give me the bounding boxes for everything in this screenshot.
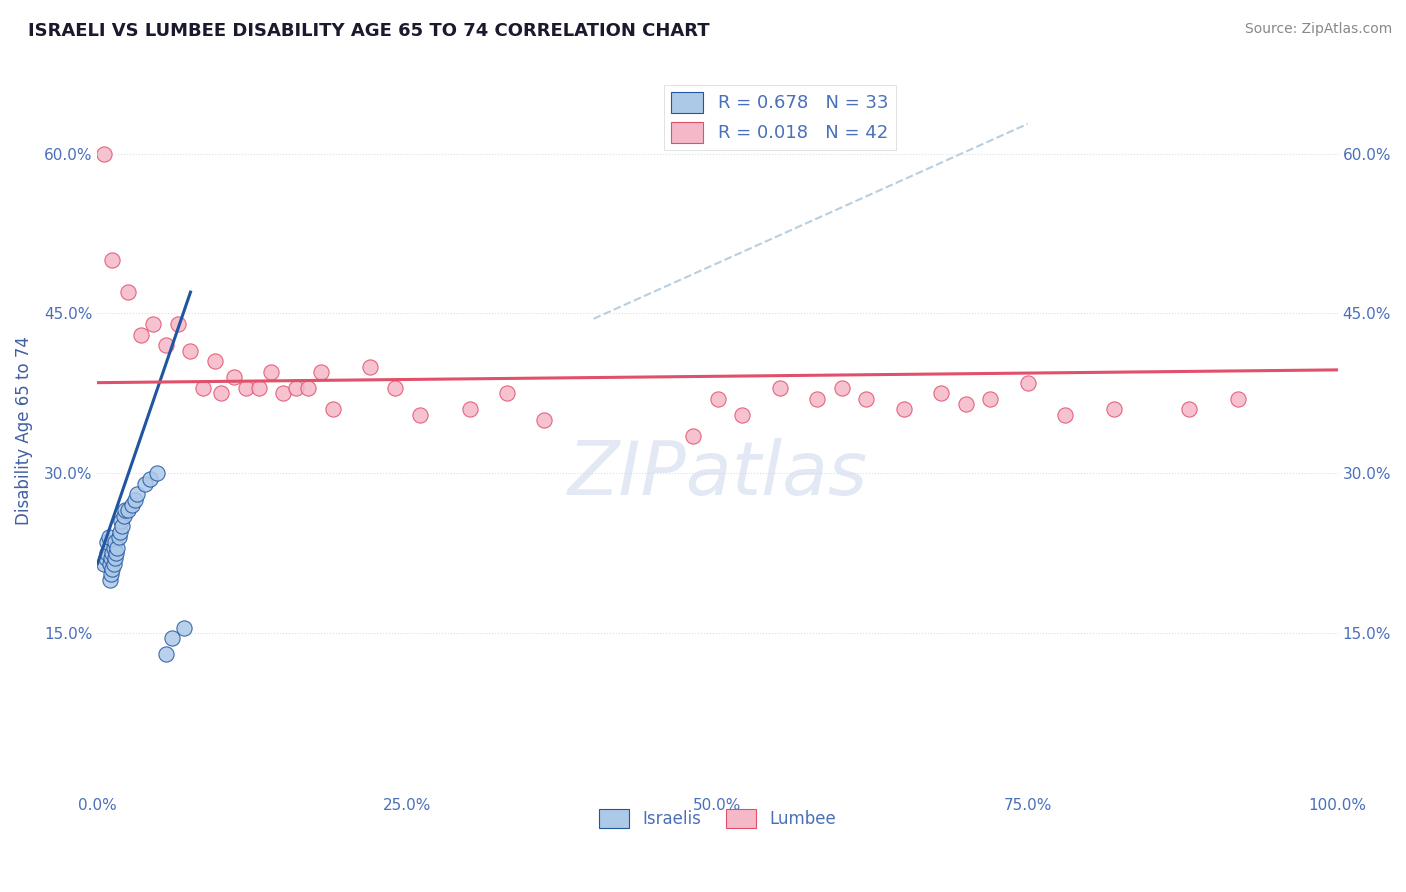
Point — [110, 514, 132, 528]
Point — [222, 370, 245, 384]
Point — [458, 402, 481, 417]
Point — [146, 466, 169, 480]
Point — [731, 408, 754, 422]
Point — [127, 487, 149, 501]
Text: ISRAELI VS LUMBEE DISABILITY AGE 65 TO 74 CORRELATION CHART: ISRAELI VS LUMBEE DISABILITY AGE 65 TO 7… — [28, 22, 710, 40]
Point — [98, 557, 121, 571]
Point — [103, 541, 125, 555]
Point — [179, 343, 201, 358]
Point — [204, 354, 226, 368]
Point — [93, 557, 115, 571]
Point — [104, 551, 127, 566]
Point — [96, 535, 118, 549]
Point — [297, 381, 319, 395]
Point — [1104, 402, 1126, 417]
Point — [979, 392, 1001, 406]
Point — [107, 530, 129, 544]
Y-axis label: Disability Age 65 to 74: Disability Age 65 to 74 — [15, 336, 32, 525]
Point — [1017, 376, 1039, 390]
Point — [97, 530, 120, 544]
Point — [173, 621, 195, 635]
Point — [929, 386, 952, 401]
Point — [98, 573, 121, 587]
Point — [191, 381, 214, 395]
Point — [893, 402, 915, 417]
Point — [108, 524, 131, 539]
Point — [706, 392, 728, 406]
Point — [211, 386, 233, 401]
Point — [124, 492, 146, 507]
Point — [142, 317, 165, 331]
Point — [134, 476, 156, 491]
Point — [121, 498, 143, 512]
Point — [831, 381, 853, 395]
Point — [104, 535, 127, 549]
Point — [768, 381, 790, 395]
Point — [247, 381, 270, 395]
Point — [409, 408, 432, 422]
Text: Source: ZipAtlas.com: Source: ZipAtlas.com — [1244, 22, 1392, 37]
Point — [322, 402, 344, 417]
Point — [155, 647, 177, 661]
Point — [105, 541, 128, 555]
Point — [112, 508, 135, 523]
Point — [96, 551, 118, 566]
Point — [138, 471, 160, 485]
Point — [1053, 408, 1076, 422]
Point — [955, 397, 977, 411]
Point — [284, 381, 307, 395]
Point — [105, 546, 128, 560]
Point — [114, 503, 136, 517]
Text: ZIPatlas: ZIPatlas — [568, 438, 868, 510]
Point — [160, 632, 183, 646]
Point — [260, 365, 283, 379]
Point — [101, 562, 124, 576]
Point — [93, 146, 115, 161]
Point — [103, 557, 125, 571]
Point — [806, 392, 828, 406]
Point — [111, 519, 134, 533]
Point — [129, 327, 152, 342]
Point — [495, 386, 517, 401]
Point — [96, 546, 118, 560]
Point — [1178, 402, 1201, 417]
Point — [117, 503, 139, 517]
Point — [309, 365, 332, 379]
Point — [359, 359, 381, 374]
Legend: Israelis, Lumbee: Israelis, Lumbee — [592, 803, 842, 835]
Point — [155, 338, 177, 352]
Point — [167, 317, 190, 331]
Point — [533, 413, 555, 427]
Point — [117, 285, 139, 300]
Point — [855, 392, 877, 406]
Point — [682, 429, 704, 443]
Point — [273, 386, 295, 401]
Point — [1227, 392, 1250, 406]
Point — [384, 381, 406, 395]
Point — [100, 551, 122, 566]
Point — [101, 546, 124, 560]
Point — [235, 381, 257, 395]
Point — [100, 567, 122, 582]
Point — [101, 253, 124, 268]
